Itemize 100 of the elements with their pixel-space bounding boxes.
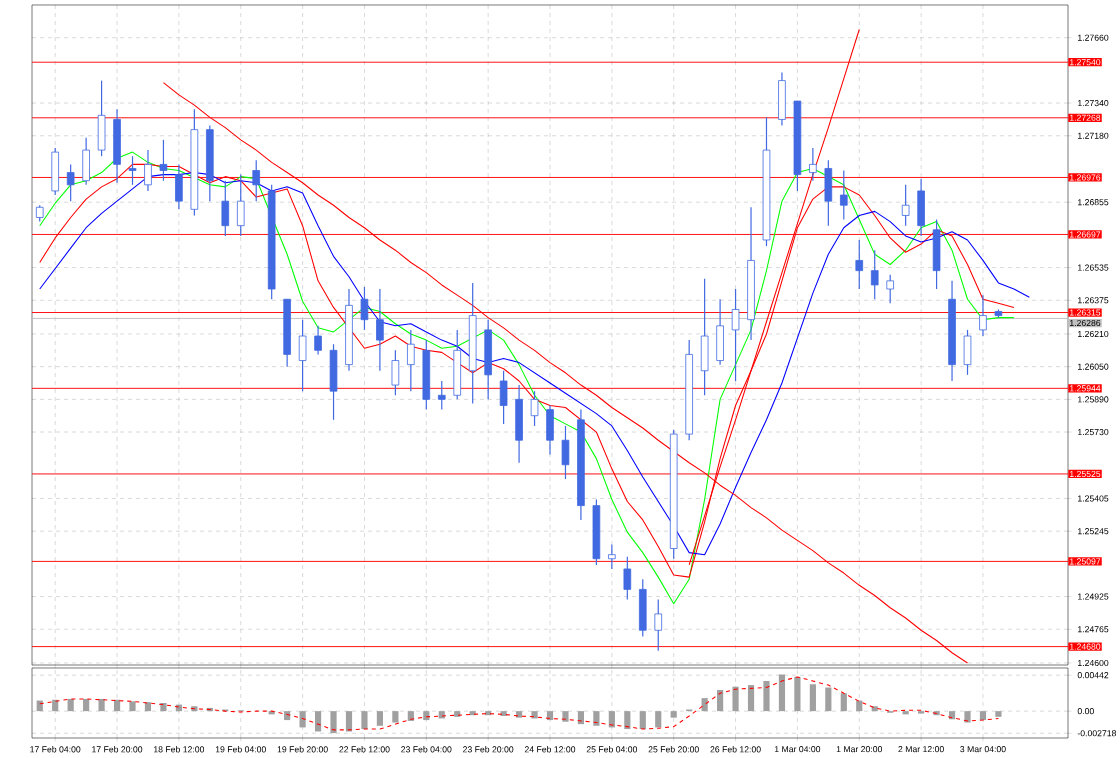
bar: [918, 711, 925, 714]
bar: [392, 711, 399, 723]
x-tick-label: 25 Feb 04:00: [586, 746, 638, 753]
bar: [98, 698, 105, 712]
x-tick-label: 23 Feb 20:00: [463, 746, 514, 753]
y-tick-label: 1.27660: [1078, 34, 1109, 41]
candlestick: [360, 286, 369, 331]
y-tick-label: 1.27340: [1078, 100, 1109, 107]
candlestick: [314, 325, 322, 356]
bar: [67, 698, 74, 712]
y-tick-label: 1.24600: [1078, 659, 1109, 667]
ref-line-label: 1.26315: [1070, 309, 1101, 316]
candlestick: [840, 169, 848, 221]
bar: [546, 711, 554, 721]
ref-line-label: 1.26697: [1070, 231, 1101, 238]
candlestick: [979, 294, 987, 337]
bar: [778, 674, 786, 712]
y-tick-label: 0.00: [1077, 708, 1094, 715]
bar: [825, 687, 832, 712]
y-tick-label: 0.00442: [1077, 672, 1109, 679]
x-tick-label: 1 Mar 20:00: [836, 746, 883, 753]
bar: [809, 684, 816, 712]
bar: [763, 681, 770, 712]
bar: [639, 711, 646, 730]
bar: [562, 711, 569, 722]
candlestick: [437, 380, 446, 411]
bar: [964, 711, 971, 723]
bar: [608, 711, 615, 728]
bar: [191, 706, 198, 712]
ref-line-label: 1.26976: [1070, 174, 1101, 181]
bar: [376, 711, 384, 726]
y-tick-label: 1.26050: [1078, 363, 1109, 370]
bar: [732, 686, 739, 712]
bar: [624, 711, 631, 730]
y-tick-label: 1.25730: [1078, 429, 1109, 436]
bar: [593, 711, 600, 726]
candlestick: [376, 288, 384, 372]
ref-line-label: 1.25097: [1070, 558, 1101, 565]
ref-line-label: 1.27268: [1070, 114, 1101, 121]
x-tick-label: 17 Feb 04:00: [30, 746, 81, 753]
x-tick-label: 25 Feb 20:00: [648, 746, 699, 753]
bar: [361, 711, 368, 730]
candlestick: [252, 159, 261, 202]
bar: [330, 711, 337, 734]
candlestick: [66, 163, 75, 202]
y-tick-label: 1.24925: [1078, 593, 1109, 600]
bar: [655, 711, 662, 728]
candlestick: [809, 147, 817, 182]
bar: [840, 693, 847, 712]
bar: [407, 711, 414, 721]
candlestick: [530, 390, 539, 427]
candlestick: [731, 288, 740, 382]
bar: [995, 711, 1002, 717]
candlestick: [901, 184, 910, 227]
bar: [902, 711, 909, 715]
ref-line-label: 1.24680: [1070, 643, 1101, 650]
x-tick-label: 1 Mar 04:00: [774, 746, 821, 753]
candlestick: [870, 249, 879, 300]
x-tick-label: 19 Feb 04:00: [215, 746, 266, 753]
candlestick: [407, 329, 415, 392]
x-tick-label: 17 Feb 20:00: [92, 746, 143, 753]
ref-line-label: 1.27540: [1070, 59, 1101, 66]
bar: [794, 676, 801, 712]
x-tick-label: 22 Feb 12:00: [339, 746, 390, 753]
x-tick-label: 19 Feb 20:00: [277, 746, 328, 753]
y-tick-label: -0.002718: [1077, 730, 1117, 737]
bar: [577, 711, 585, 725]
candlestick: [886, 274, 894, 304]
y-tick-label: 1.24765: [1078, 626, 1109, 633]
x-tick-label: 26 Feb 12:00: [710, 746, 761, 753]
bar: [979, 711, 987, 721]
y-tick-label: 1.25405: [1078, 495, 1109, 502]
candlestick: [608, 543, 616, 570]
y-tick-label: 1.26855: [1078, 199, 1109, 206]
y-tick-label: 1.25245: [1078, 528, 1109, 535]
bar: [160, 703, 167, 712]
ref-line-label: 1.25525: [1070, 470, 1101, 478]
candlestick: [855, 239, 864, 290]
bar: [670, 711, 677, 718]
bar: [717, 689, 724, 712]
bar: [747, 685, 755, 712]
bar: [83, 698, 90, 712]
candlestick: [159, 139, 168, 182]
bar: [314, 711, 322, 732]
x-tick-label: 24 Feb 12:00: [524, 746, 576, 753]
bar: [52, 699, 59, 712]
y-tick-label: 1.26210: [1078, 330, 1109, 338]
bar: [129, 701, 136, 712]
candlestick: [144, 149, 152, 192]
x-tick-label: 3 Mar 04:00: [960, 746, 1006, 753]
bar: [701, 698, 708, 712]
candlestick: [654, 599, 663, 652]
y-tick-label: 1.26375: [1078, 297, 1109, 304]
y-tick-label: 1.25890: [1078, 396, 1109, 403]
x-tick-label: 23 Feb 04:00: [401, 746, 452, 753]
x-tick-label: 18 Feb 12:00: [154, 746, 205, 753]
bar: [299, 711, 306, 728]
ref-line-label: 1.26286: [1070, 319, 1101, 327]
ref-line-label: 1.25944: [1070, 385, 1101, 392]
y-tick-label: 1.27180: [1078, 132, 1109, 139]
